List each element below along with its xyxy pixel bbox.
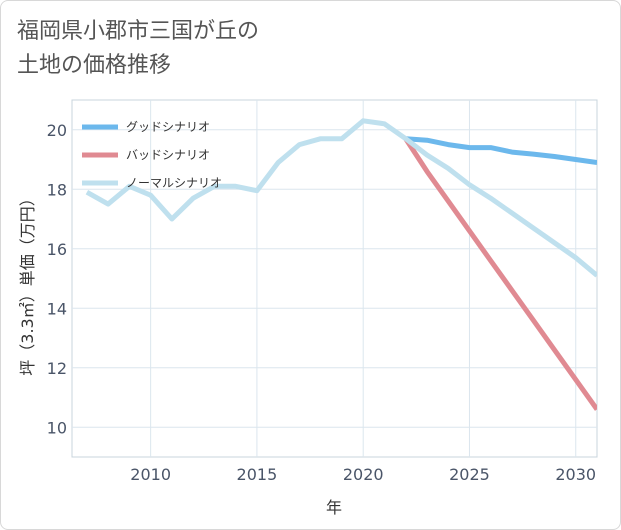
- legend-bad-scenario: バッドシナリオ: [82, 148, 210, 162]
- x-axis-ticks: 2010 2015 2020 2025 2030: [130, 465, 596, 484]
- bad-scenario-line: [403, 137, 597, 411]
- y-axis-label: 坪（3.3㎡）単価（万円）: [18, 190, 37, 375]
- chart-title-line-1: 福岡県小郡市三国が丘の: [17, 19, 260, 44]
- y-axis-ticks: 10 12 14 16 18 20: [47, 121, 67, 438]
- x-tick-label: 2025: [449, 465, 490, 484]
- y-tick-label: 16: [47, 240, 67, 259]
- x-tick-label: 2030: [555, 465, 596, 484]
- series-layer: [85, 118, 597, 411]
- legend-label: グッドシナリオ: [126, 120, 210, 134]
- x-tick-label: 2020: [343, 465, 384, 484]
- chart-title: 福岡県小郡市三国が丘の 土地の価格推移: [17, 15, 259, 83]
- x-tick-label: 2010: [130, 465, 171, 484]
- x-tick-label: 2015: [237, 465, 278, 484]
- legend-good-scenario: グッドシナリオ: [82, 120, 210, 134]
- y-tick-label: 14: [47, 299, 67, 318]
- y-tick-label: 20: [47, 121, 67, 140]
- y-tick-label: 12: [47, 359, 67, 378]
- x-axis-label: 年: [326, 498, 342, 517]
- chart-title-line-2: 土地の価格推移: [17, 53, 172, 78]
- good-scenario-line: [405, 136, 597, 165]
- legend-label: ノーマルシナリオ: [126, 176, 222, 190]
- legend-label: バッドシナリオ: [126, 148, 210, 162]
- grid: [72, 100, 597, 457]
- legend-normal-scenario: ノーマルシナリオ: [82, 176, 222, 190]
- normal-scenario-line: [85, 118, 597, 278]
- y-tick-label: 10: [47, 418, 67, 437]
- y-tick-label: 18: [47, 180, 67, 199]
- plot-area: [71, 99, 598, 458]
